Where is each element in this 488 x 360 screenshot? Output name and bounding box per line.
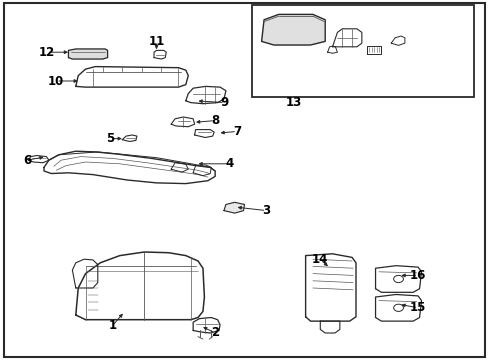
Text: 16: 16 bbox=[409, 269, 426, 282]
Text: 2: 2 bbox=[211, 327, 219, 339]
Polygon shape bbox=[261, 14, 325, 45]
Polygon shape bbox=[68, 49, 107, 59]
Bar bbox=[251, 5, 473, 97]
Text: 8: 8 bbox=[211, 114, 219, 127]
Text: 3: 3 bbox=[262, 204, 270, 217]
Text: 1: 1 bbox=[108, 319, 116, 332]
Text: 11: 11 bbox=[148, 35, 164, 48]
Text: 9: 9 bbox=[221, 96, 228, 109]
Text: 5: 5 bbox=[106, 132, 114, 145]
Text: 12: 12 bbox=[38, 46, 55, 59]
Text: 13: 13 bbox=[285, 96, 301, 109]
Text: 10: 10 bbox=[48, 75, 64, 87]
Text: 14: 14 bbox=[311, 253, 328, 266]
Text: 6: 6 bbox=[23, 154, 31, 167]
Text: 7: 7 bbox=[233, 125, 241, 138]
Text: 15: 15 bbox=[409, 301, 426, 314]
Text: 4: 4 bbox=[225, 157, 233, 170]
Polygon shape bbox=[224, 202, 244, 213]
